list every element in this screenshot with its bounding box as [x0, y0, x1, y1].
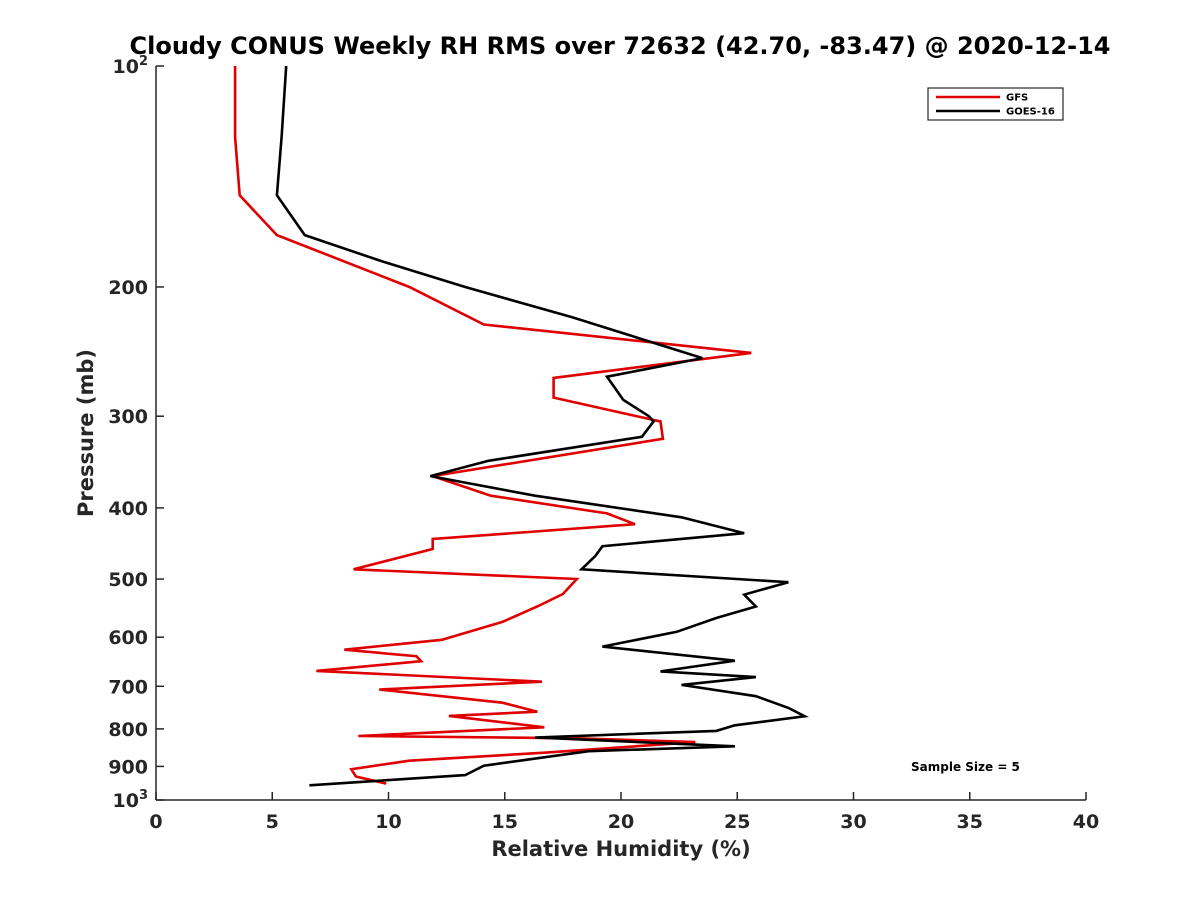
y-axis-label: Pressure (mb) — [74, 349, 98, 517]
legend-label-goes16: GOES-16 — [1006, 107, 1055, 118]
plot-lines — [233, 65, 810, 787]
y-tick-label: 700 — [108, 676, 148, 698]
axes-frame — [156, 66, 1086, 800]
y-tick-label-base: 300 — [108, 406, 148, 428]
y-tick-label-base: 10 — [113, 56, 139, 78]
y-tick-label: 900 — [108, 756, 148, 778]
y-tick-label-base: 500 — [108, 569, 148, 591]
y-tick-label-base: 600 — [108, 627, 148, 649]
y-tick-label-base: 800 — [108, 719, 148, 741]
legend: GFS GOES-16 — [927, 87, 1064, 121]
x-tick-label: 40 — [1073, 811, 1099, 833]
y-tick-label-base: 400 — [108, 498, 148, 520]
y-tick-label: 600 — [108, 627, 148, 649]
series-line-gfs — [233, 66, 752, 785]
y-tick-label: 103 — [113, 788, 149, 812]
x-tick-label: 20 — [608, 811, 634, 833]
x-ticks: 0 5 10 15 20 25 30 35 40 — [149, 792, 1099, 833]
x-tick-label: 25 — [724, 811, 750, 833]
legend-box — [927, 87, 1064, 121]
y-tick-label: 200 — [108, 277, 148, 299]
y-tick-label: 800 — [108, 719, 148, 741]
y-tick-label-exponent: 2 — [139, 54, 148, 69]
x-tick-label: 30 — [840, 811, 866, 833]
y-tick-label: 102 — [113, 54, 149, 78]
x-tick-label: 35 — [957, 811, 983, 833]
x-axis-label: Relative Humidity (%) — [491, 837, 750, 861]
x-tick-label: 10 — [375, 811, 401, 833]
sample-size-annotation: Sample Size = 5 — [911, 760, 1020, 774]
y-tick-label-exponent: 3 — [139, 788, 148, 803]
x-tick-label: 15 — [492, 811, 518, 833]
y-tick-label: 400 — [108, 498, 148, 520]
y-tick-label: 500 — [108, 569, 148, 591]
x-tick-label: 5 — [266, 811, 279, 833]
y-tick-label-base: 10 — [113, 790, 139, 812]
y-tick-label-base: 700 — [108, 676, 148, 698]
y-tick-label-base: 900 — [108, 756, 148, 778]
y-tick-label: 300 — [108, 406, 148, 428]
series-line-goes16 — [275, 65, 810, 787]
x-tick-label: 0 — [149, 811, 162, 833]
legend-label-gfs: GFS — [1006, 93, 1028, 104]
chart-title: Cloudy CONUS Weekly RH RMS over 72632 (4… — [130, 32, 1111, 60]
y-tick-label-base: 200 — [108, 277, 148, 299]
